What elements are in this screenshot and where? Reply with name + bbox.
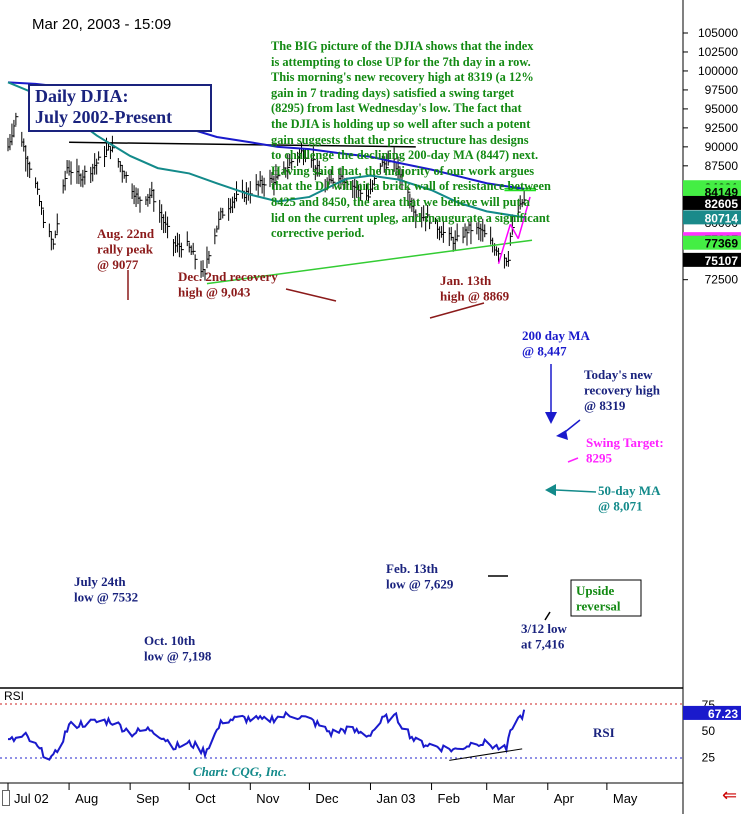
price-y-tick-label: 87500 — [705, 159, 739, 173]
x-tick-label: Sep — [136, 791, 159, 806]
chart-title-line-1: Daily DJIA: — [35, 86, 129, 106]
timestamp: Mar 20, 2003 - 15:09 — [32, 16, 172, 33]
x-tick-label: Apr — [554, 791, 575, 806]
annotation-label: @ 8,071 — [598, 499, 643, 514]
annotation-label: 50-day MA — [598, 483, 661, 498]
price-y-tick-label: 100000 — [698, 64, 738, 78]
annotation-label: @ 8319 — [584, 398, 626, 413]
annotation-pointer — [544, 611, 551, 621]
price-y-tick-label: 90000 — [705, 140, 739, 154]
upside-reversal-box — [570, 579, 642, 617]
price-tag — [683, 184, 741, 199]
x-tick-label: Aug — [75, 791, 98, 806]
annotation-pointer — [567, 457, 579, 463]
scroll-left-handle[interactable] — [2, 790, 10, 806]
price-y-tick-label: 102500 — [698, 45, 738, 59]
trendline-support — [206, 239, 533, 285]
x-tick-label: Mar — [493, 791, 516, 806]
annotation-label: at 7,416 — [521, 637, 565, 652]
x-tick-label: Feb — [438, 791, 460, 806]
annotation-label: 200 day MA — [522, 328, 591, 343]
annotation-label: Upside — [576, 583, 615, 598]
price-y-tick-label: 105000 — [698, 26, 738, 40]
rsi-divergence-line — [449, 748, 523, 761]
annotation-label: recovery high — [584, 383, 661, 398]
annotation-label: July 24th — [74, 574, 126, 589]
annotation-pointer — [285, 288, 337, 302]
annotation-label: @ 9077 — [97, 257, 139, 272]
annotation-label: reversal — [576, 599, 621, 614]
rsi-series-label: RSI — [593, 725, 615, 740]
annotation-label: high @ 9,043 — [178, 285, 251, 300]
annotation-label: Today's new — [584, 367, 653, 382]
x-tick-label: May — [613, 791, 638, 806]
trendline-resistance — [69, 141, 416, 148]
annotation-label: Jan. 13th — [440, 273, 492, 288]
price-tag-label: 82605 — [705, 197, 739, 211]
rsi-tick-label: 50 — [702, 724, 716, 738]
rsi-tick-label: 25 — [702, 750, 716, 764]
arrowhead-icon — [545, 412, 557, 424]
price-y-tick-label: 72500 — [705, 273, 739, 287]
price-tag — [683, 252, 741, 267]
price-tag — [683, 235, 741, 250]
annotation-pointer — [555, 489, 597, 493]
chart-credit: Chart: CQG, Inc. — [193, 764, 287, 779]
annotation-pointer — [429, 302, 485, 319]
annotation-label: low @ 7,198 — [144, 649, 212, 664]
annotation-label: Oct. 10th — [144, 633, 196, 648]
annotation-label: Swing Target: — [586, 435, 664, 450]
chart-title-line-2: July 2002-Present — [35, 107, 173, 127]
x-tick-label: Jan 03 — [376, 791, 415, 806]
price-tag-label: 75107 — [705, 254, 739, 268]
rsi-current-tag — [683, 705, 741, 720]
annotation-label: 8295 — [586, 451, 613, 466]
annotation-label: high @ 8869 — [440, 289, 510, 304]
trendline-swing-leg-3 — [517, 196, 531, 239]
rsi-panel-label: RSI — [4, 689, 24, 703]
price-y-tick-label: 95000 — [705, 102, 739, 116]
arrowhead-icon — [556, 430, 568, 440]
annotation-label: Dec. 2nd recovery — [178, 269, 278, 284]
annotation-label: rally peak — [97, 242, 154, 257]
annotation-label: 3/12 low — [521, 621, 567, 636]
annotation-label: Aug. 22nd — [97, 226, 155, 241]
ma50-line — [7, 81, 525, 219]
rsi-line — [7, 709, 526, 761]
x-tick-label: Jul 02 — [14, 791, 49, 806]
rsi-current-tag-label: 67.23 — [708, 707, 738, 721]
price-tag — [683, 195, 741, 210]
commentary-text: The BIG picture of the DJIA shows that t… — [271, 39, 551, 241]
price-tag-label: 77369 — [705, 237, 739, 251]
x-tick-label: Nov — [256, 791, 280, 806]
annotation-label: @ 8,447 — [522, 344, 567, 359]
trendline-swing-leg-2 — [509, 223, 519, 240]
arrowhead-icon — [545, 484, 556, 496]
annotation-label: Feb. 13th — [386, 561, 439, 576]
annotation-label: low @ 7,629 — [386, 577, 454, 592]
x-tick-label: Dec — [315, 791, 339, 806]
price-y-tick-label: 97500 — [705, 83, 739, 97]
scroll-left-arrow-icon[interactable]: ⇐ — [722, 785, 738, 805]
price-tag-label: 84149 — [705, 185, 739, 199]
price-tag-label: 80714 — [705, 211, 739, 225]
price-tag — [683, 210, 741, 225]
price-y-tick-label: 92500 — [705, 121, 739, 135]
chart-title-box: Daily DJIA: July 2002-Present — [28, 84, 212, 132]
trendline-swing-leg-1 — [497, 224, 512, 264]
annotation-label: low @ 7532 — [74, 590, 138, 605]
x-tick-label: Oct — [195, 791, 216, 806]
